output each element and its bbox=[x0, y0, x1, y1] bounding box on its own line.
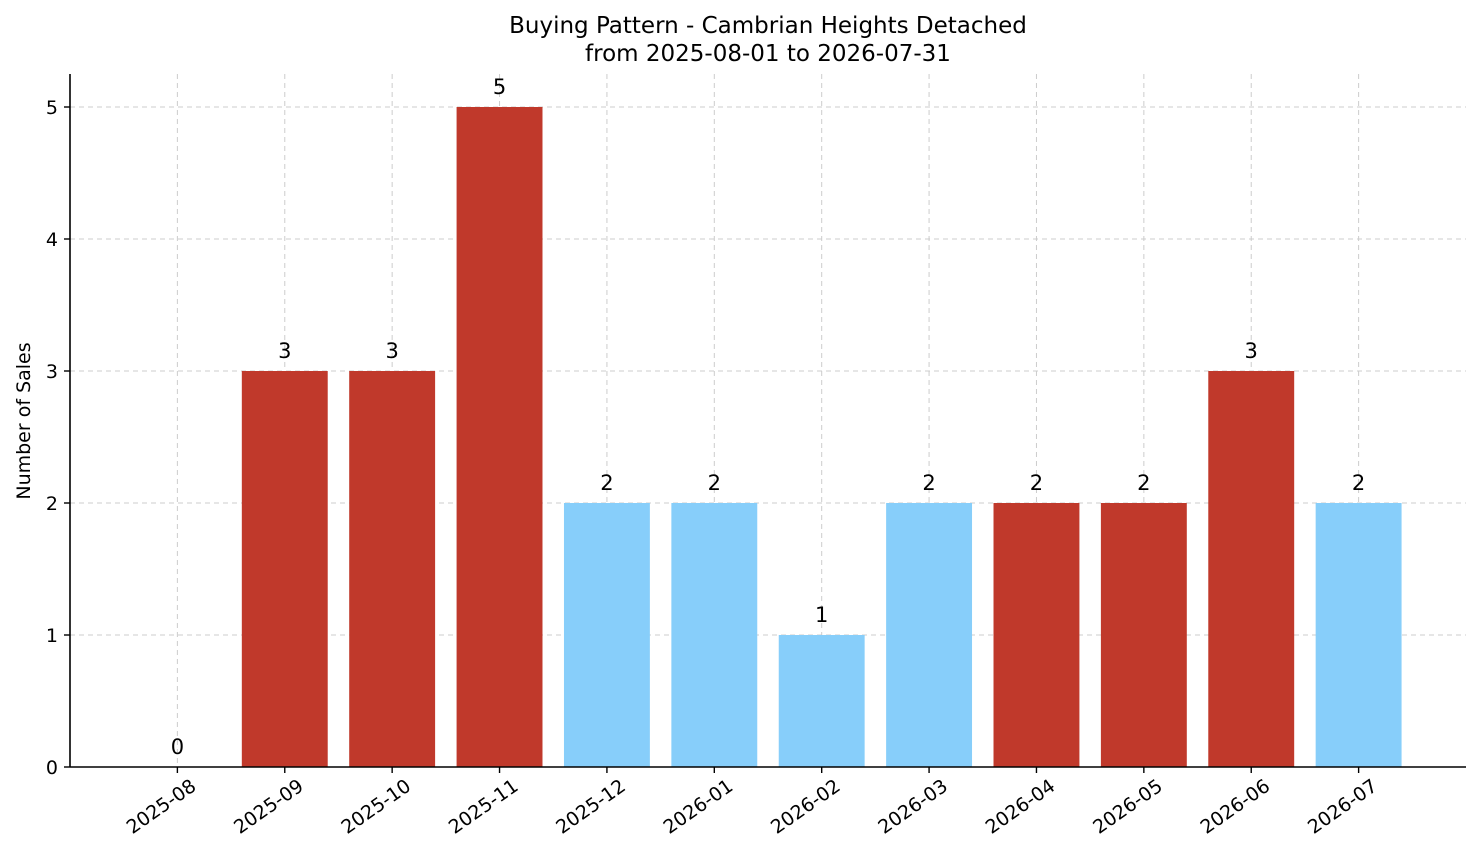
bar-2026-07 bbox=[1315, 503, 1402, 767]
bar-value-label: 1 bbox=[815, 603, 828, 627]
bar-2025-11 bbox=[456, 107, 543, 767]
bar-2026-04 bbox=[993, 503, 1080, 767]
x-tick-label: 2026-05 bbox=[1089, 775, 1167, 839]
x-tick-label: 2025-12 bbox=[552, 775, 630, 839]
chart-title: Buying Pattern - Cambrian Heights Detach… bbox=[509, 13, 1027, 39]
bar-value-label: 5 bbox=[493, 75, 506, 99]
bar-value-label: 3 bbox=[385, 339, 398, 363]
chart-subtitle: from 2025-08-01 to 2026-07-31 bbox=[585, 41, 951, 67]
x-tick-label: 2026-06 bbox=[1196, 775, 1274, 839]
data-labels: 0 3 3 5 2 2 1 2 2 2 3 2 bbox=[171, 75, 1366, 759]
bar-2026-01 bbox=[671, 503, 758, 767]
bar-2026-05 bbox=[1100, 503, 1187, 767]
x-tick-label: 2025-11 bbox=[445, 775, 523, 839]
x-tick-label: 2026-04 bbox=[982, 775, 1060, 839]
bar-value-label: 2 bbox=[922, 471, 935, 495]
x-tick-label: 2026-07 bbox=[1304, 775, 1382, 839]
x-tick-label: 2026-02 bbox=[767, 775, 845, 839]
x-tick-label: 2025-10 bbox=[337, 775, 415, 839]
x-tick-label: 2025-09 bbox=[230, 775, 308, 839]
bar-value-label: 0 bbox=[171, 735, 184, 759]
x-tick-label: 2026-03 bbox=[874, 775, 952, 839]
bars bbox=[241, 107, 1402, 767]
bar-value-label: 3 bbox=[278, 339, 291, 363]
bar-2025-12 bbox=[563, 503, 650, 767]
y-axis-label: Number of Sales bbox=[13, 342, 35, 499]
bar-2026-06 bbox=[1208, 371, 1295, 767]
x-tick-label: 2025-08 bbox=[123, 775, 201, 839]
y-tick-label: 0 bbox=[46, 757, 58, 779]
bar-value-label: 2 bbox=[1030, 471, 1043, 495]
y-tick-label: 2 bbox=[46, 493, 58, 515]
y-tick-label: 5 bbox=[46, 97, 58, 119]
bar-value-label: 3 bbox=[1245, 339, 1258, 363]
bar-value-label: 2 bbox=[708, 471, 721, 495]
y-tick-label: 4 bbox=[46, 229, 58, 251]
bar-2025-09 bbox=[241, 371, 328, 767]
bar-2026-02 bbox=[778, 635, 865, 767]
bar-value-label: 2 bbox=[1352, 471, 1365, 495]
y-tick-label: 1 bbox=[46, 625, 58, 647]
bar-2025-10 bbox=[349, 371, 436, 767]
bar-value-label: 2 bbox=[600, 471, 613, 495]
x-tick-label: 2026-01 bbox=[660, 775, 738, 839]
bar-value-label: 2 bbox=[1137, 471, 1150, 495]
bar-2026-03 bbox=[886, 503, 973, 767]
y-tick-label: 3 bbox=[46, 361, 58, 383]
